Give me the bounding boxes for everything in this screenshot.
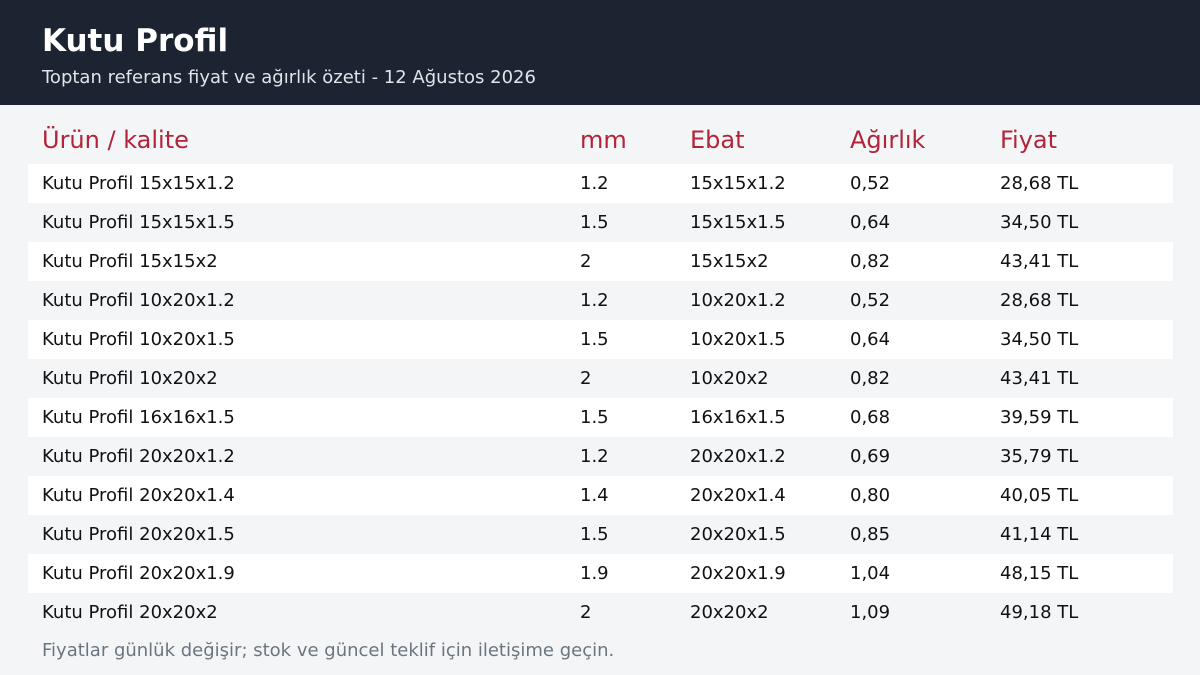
table-cell: 20x20x1.9 [690,563,786,584]
table-cell: 2 [580,602,592,623]
table-row: Kutu Profil 20x20x1.5 1.5 20x20x1.5 0,85 41,… [28,515,1173,554]
table-cell: Kutu Profil 20x20x2 [42,602,218,623]
table-cell: 2 [580,368,592,389]
table-row: Kutu Profil 20x20x2 2 20x20x2 1,09 49,18 TL [28,593,1173,632]
table-cell: 1.9 [580,563,609,584]
table-cell: 10x20x2 [690,368,769,389]
table-row: Kutu Profil 20x20x1.2 1.2 20x20x1.2 0,69 35,… [28,437,1173,476]
table-cell: Kutu Profil 20x20x1.9 [42,563,235,584]
table-cell: 0,52 [850,173,891,194]
table-cell: 1.5 [580,407,609,428]
table-cell: Kutu Profil 16x16x1.5 [42,407,235,428]
table-cell: 15x15x1.2 [690,173,786,194]
table-row: Kutu Profil 10x20x1.2 1.2 10x20x1.2 0,52 28,… [28,281,1173,320]
table-cell: Kutu Profil 20x20x1.5 [42,524,235,545]
table-cell: 10x20x1.5 [690,329,786,350]
table-cell: Kutu Profil 20x20x1.2 [42,446,235,467]
table-row: Kutu Profil 10x20x2 2 10x20x2 0,82 43,41 TL [28,359,1173,398]
table-cell: 48,15 TL [1000,563,1079,584]
table-cell: 1.5 [580,212,609,233]
table-cell: 2 [580,251,592,272]
table-row: Kutu Profil 10x20x1.5 1.5 10x20x1.5 0,64 34,… [28,320,1173,359]
table-cell: 39,59 TL [1000,407,1079,428]
footnote: Fiyatlar günlük değişir; stok ve güncel … [42,640,615,661]
table-cell: 28,68 TL [1000,173,1079,194]
table-cell: 1.4 [580,485,609,506]
title: Kutu Profil [42,23,229,59]
table-cell: 1.5 [580,524,609,545]
table-cell: 1.2 [580,173,609,194]
table-cell: 49,18 TL [1000,602,1079,623]
table-cell: Kutu Profil 15x15x1.5 [42,212,235,233]
table-cell: 43,41 TL [1000,251,1079,272]
table-cell: 43,41 TL [1000,368,1079,389]
table-cell: 0,52 [850,290,891,311]
table-cell: 28,68 TL [1000,290,1079,311]
table-cell: 20x20x1.5 [690,524,786,545]
table-cell: 1,04 [850,563,891,584]
table-cell: 0,82 [850,368,891,389]
table-cell: Kutu Profil 10x20x1.5 [42,329,235,350]
table-cell: 35,79 TL [1000,446,1079,467]
header-bar: Kutu Profil Toptan referans fiyat ve ağı… [0,0,1200,105]
table-cell: Kutu Profil 15x15x2 [42,251,218,272]
table-cell: 20x20x1.2 [690,446,786,467]
table-row: Kutu Profil 15x15x2 2 15x15x2 0,82 43,41 TL [28,242,1173,281]
column-header: Ağırlık [850,126,926,154]
table-cell: 0,69 [850,446,891,467]
table-cell: 0,85 [850,524,891,545]
column-header: Ebat [690,126,745,154]
table-cell: 0,64 [850,212,891,233]
table-cell: 41,14 TL [1000,524,1079,545]
table-cell: 0,64 [850,329,891,350]
table-cell: 16x16x1.5 [690,407,786,428]
table-cell: 34,50 TL [1000,212,1079,233]
table-cell: 0,80 [850,485,891,506]
column-header: Ürün / kalite [42,126,189,154]
table-row: Kutu Profil 16x16x1.5 1.5 16x16x1.5 0,68 39,… [28,398,1173,437]
table-cell: 20x20x2 [690,602,769,623]
table-row: Kutu Profil 20x20x1.9 1.9 20x20x1.9 1,04 48,… [28,554,1173,593]
table-cell: 1.2 [580,290,609,311]
table-cell: 20x20x1.4 [690,485,786,506]
subtitle: Toptan referans fiyat ve ağırlık özeti -… [42,67,536,88]
column-header: Fiyat [1000,126,1058,154]
table-cell: 15x15x1.5 [690,212,786,233]
table-cell: 0,82 [850,251,891,272]
table-cell: Kutu Profil 20x20x1.4 [42,485,235,506]
table-cell: 34,50 TL [1000,329,1079,350]
table-cell: 0,68 [850,407,891,428]
table-cell: 40,05 TL [1000,485,1079,506]
table-row: Kutu Profil 15x15x1.2 1.2 15x15x1.2 0,52 28,… [28,164,1173,203]
table-cell: 1,09 [850,602,891,623]
table-cell: Kutu Profil 10x20x1.2 [42,290,235,311]
column-header: mm [580,126,627,154]
table-cell: Kutu Profil 15x15x1.2 [42,173,235,194]
table-row: Kutu Profil 20x20x1.4 1.4 20x20x1.4 0,80 40,… [28,476,1173,515]
table-cell: Kutu Profil 10x20x2 [42,368,218,389]
table-cell: 1.2 [580,446,609,467]
table-cell: 1.5 [580,329,609,350]
table-cell: 15x15x2 [690,251,769,272]
table-row: Kutu Profil 15x15x1.5 1.5 15x15x1.5 0,64 34,… [28,203,1173,242]
table-cell: 10x20x1.2 [690,290,786,311]
